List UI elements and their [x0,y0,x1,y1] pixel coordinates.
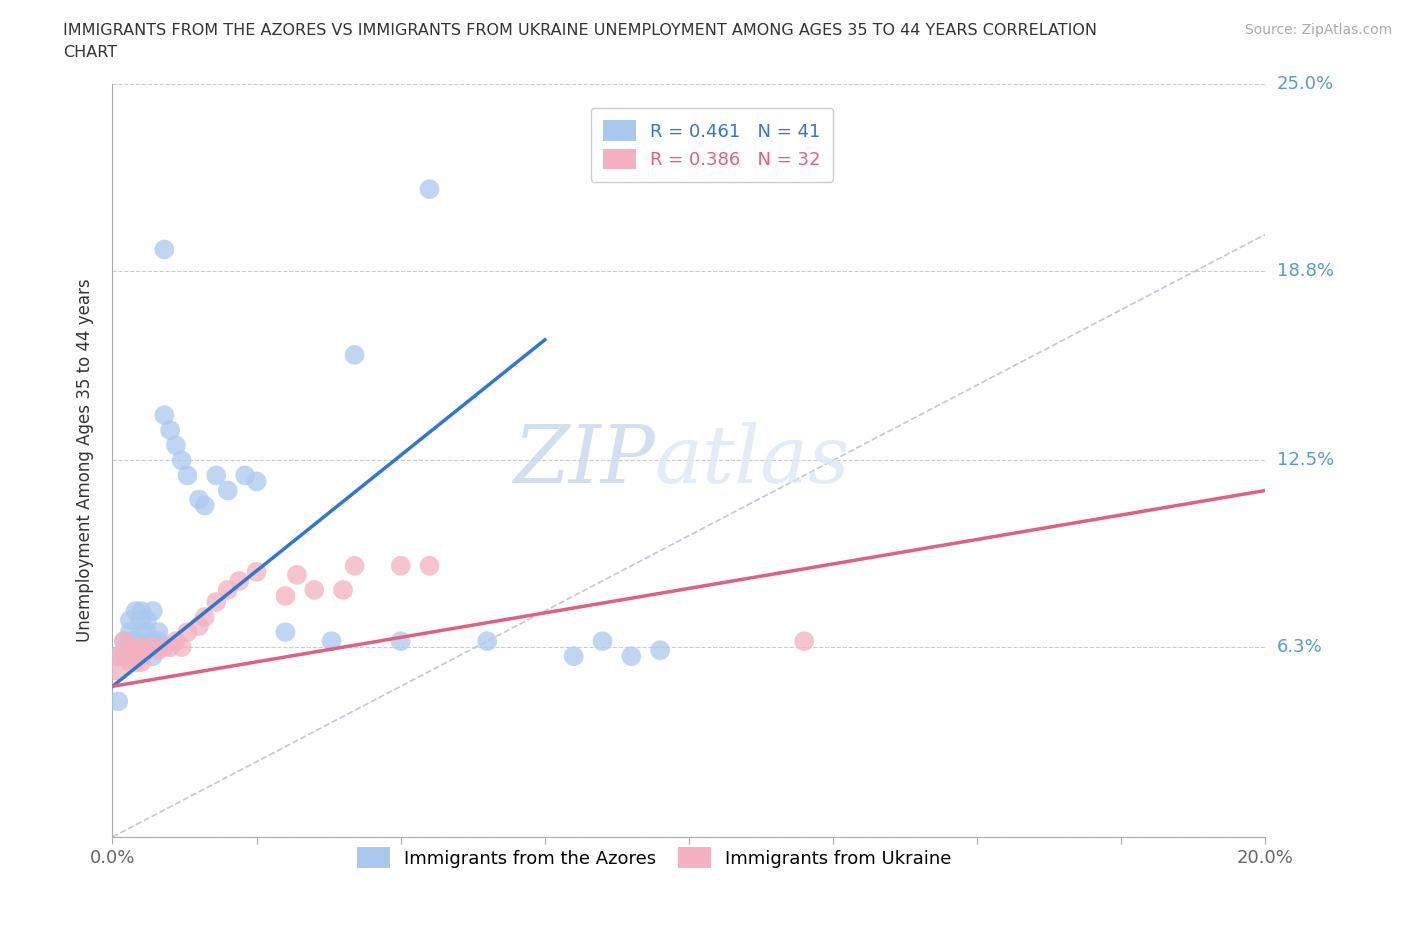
Point [129,640,153,655]
Point [389,558,412,573]
Point [107,694,129,709]
Point [233,468,256,483]
Point [194,498,217,513]
Point [246,474,269,489]
Point [217,582,239,597]
Point [118,655,141,670]
Point [148,625,170,640]
Point [194,609,217,624]
Point [274,625,297,640]
Point [793,633,815,648]
Text: ZIP: ZIP [513,421,654,499]
Point [170,453,193,468]
Point [107,649,129,664]
Point [343,348,366,363]
Point [176,625,198,640]
Point [107,649,129,664]
Point [165,438,187,453]
Point [343,558,366,573]
Legend: Immigrants from the Azores, Immigrants from Ukraine: Immigrants from the Azores, Immigrants f… [344,834,965,881]
Point [650,643,672,658]
Point [124,643,146,658]
Point [205,594,228,609]
Text: CHART: CHART [63,45,117,60]
Y-axis label: Unemployment Among Ages 35 to 44 years: Unemployment Among Ages 35 to 44 years [76,279,94,642]
Point [124,649,146,664]
Point [112,633,135,648]
Point [304,582,326,597]
Point [112,633,135,648]
Point [136,613,159,628]
Point [165,633,187,648]
Text: Source: ZipAtlas.com: Source: ZipAtlas.com [1244,23,1392,37]
Point [142,640,165,655]
Point [285,567,308,582]
Point [274,589,297,604]
Point [153,407,176,422]
Point [142,633,165,648]
Point [118,625,141,640]
Point [107,664,129,679]
Point [153,242,176,257]
Point [159,423,181,438]
Point [112,649,135,664]
Point [321,633,343,648]
Point [148,633,170,648]
Text: atlas: atlas [654,421,849,499]
Point [129,613,153,628]
Point [136,625,159,640]
Point [170,640,193,655]
Point [419,558,441,573]
Point [129,655,153,670]
Point [142,649,165,664]
Point [124,655,146,670]
Point [159,640,181,655]
Point [136,643,159,658]
Point [246,565,269,579]
Point [118,633,141,648]
Point [153,640,176,655]
Point [124,633,146,648]
Point [176,468,198,483]
Point [148,643,170,658]
Point [118,640,141,655]
Text: IMMIGRANTS FROM THE AZORES VS IMMIGRANTS FROM UKRAINE UNEMPLOYMENT AMONG AGES 35: IMMIGRANTS FROM THE AZORES VS IMMIGRANTS… [63,23,1097,38]
Point [205,468,228,483]
Point [129,625,153,640]
Text: 18.8%: 18.8% [1277,261,1333,280]
Point [217,483,239,498]
Point [592,633,614,648]
Point [188,492,211,507]
Text: 6.3%: 6.3% [1277,638,1322,657]
Point [562,649,585,664]
Point [142,604,165,618]
Point [419,181,441,196]
Point [389,633,412,648]
Point [118,613,141,628]
Point [228,574,250,589]
Text: 12.5%: 12.5% [1277,451,1334,470]
Point [620,649,643,664]
Point [129,604,153,618]
Point [332,582,354,597]
Point [475,633,499,648]
Point [124,604,146,618]
Point [188,618,211,633]
Text: 25.0%: 25.0% [1277,74,1334,93]
